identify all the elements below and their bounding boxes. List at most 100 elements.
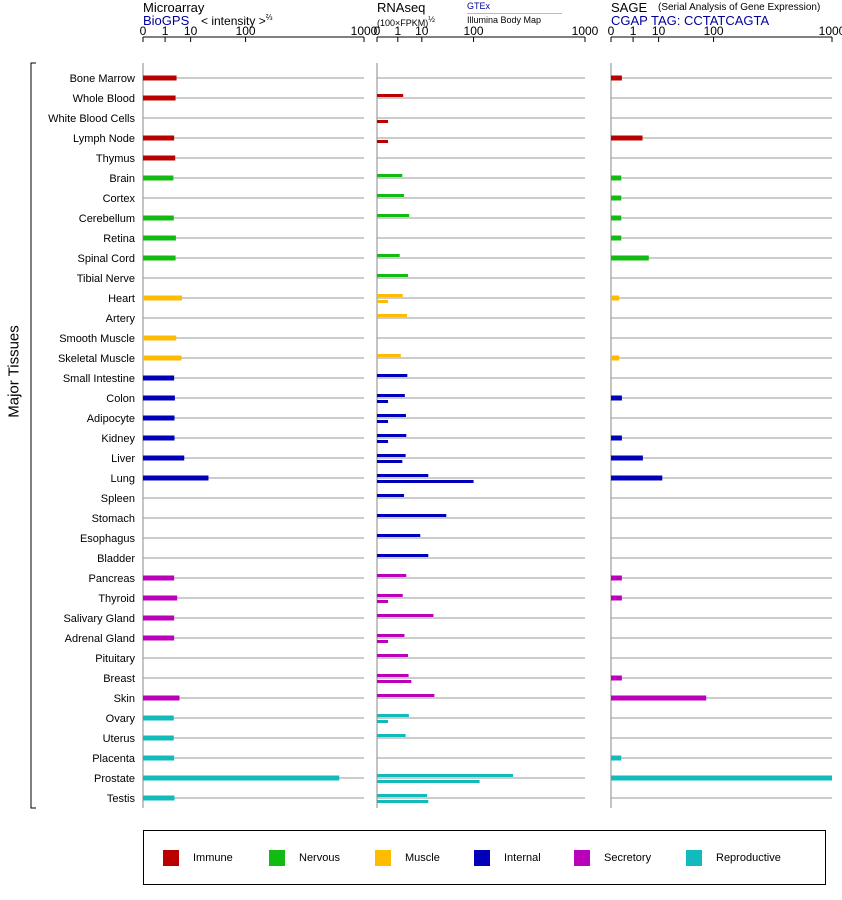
category-label-whole-blood: Whole Blood: [73, 93, 135, 105]
rnaseq-bar-s0-esophagus: [377, 534, 421, 537]
microarray-tick-label-1000: 1000: [351, 24, 378, 38]
microarray-bar-small-intestine: [143, 375, 175, 381]
sage-bar-retina: [611, 235, 622, 241]
category-label-stomach: Stomach: [92, 513, 135, 525]
fpkm-label: (100×FPKM)½: [377, 15, 435, 28]
microarray-bar-placenta: [143, 755, 175, 761]
sage-bar-kidney: [611, 435, 622, 441]
rnaseq-bar-s0-artery: [377, 314, 407, 317]
rnaseq-bar-s0-thyroid: [377, 594, 403, 597]
rnaseq-tick-label-100: 100: [464, 24, 484, 38]
legend-label-nervous: Nervous: [299, 852, 340, 864]
legend-label-muscle: Muscle: [405, 852, 440, 864]
microarray-bar-prostate: [143, 775, 340, 781]
microarray-bar-bone-marrow: [143, 75, 177, 81]
rnaseq-bar-s0-pancreas: [377, 574, 407, 577]
microarray-bar-skin: [143, 695, 180, 701]
rnaseq-bar-s0-tibial-nerve: [377, 274, 408, 277]
rnaseq-bar-s0-cerebellum: [377, 214, 410, 217]
microarray-bar-pancreas: [143, 575, 175, 581]
category-label-prostate: Prostate: [94, 773, 135, 785]
microarray-bar-brain: [143, 175, 174, 181]
y-axis-label: Major Tissues: [5, 325, 23, 418]
category-label-spinal-cord: Spinal Cord: [78, 253, 135, 265]
rnaseq-bar-s0-spleen: [377, 494, 405, 497]
rnaseq-bar-s0-heart: [377, 294, 403, 297]
rnaseq-bar-s0-testis: [377, 794, 428, 797]
microarray-tick-label-1: 1: [162, 24, 169, 38]
rnaseq-bar-s1-white-blood-cells: [377, 120, 389, 123]
rnaseq-bar-s0-adrenal-gland: [377, 634, 405, 637]
microarray-bar-ovary: [143, 715, 174, 721]
microarray-bar-heart: [143, 295, 183, 301]
legend: Immune Nervous Muscle Internal Secretory…: [143, 830, 826, 885]
category-label-skin: Skin: [114, 693, 135, 705]
category-label-brain: Brain: [109, 173, 135, 185]
rnaseq-bar-s0-salivary-gland: [377, 614, 434, 617]
rnaseq-bar-s1-kidney: [377, 440, 389, 443]
category-label-adipocyte: Adipocyte: [87, 413, 135, 425]
microarray-bar-lymph-node: [143, 135, 175, 141]
microarray-bar-skeletal-muscle: [143, 355, 182, 361]
sage-bar-skeletal-muscle: [611, 355, 620, 361]
rnaseq-bar-s1-heart: [377, 300, 389, 303]
microarray-bar-lung: [143, 475, 209, 481]
rnaseq-bar-s0-bladder: [377, 554, 429, 557]
microarray-bar-kidney: [143, 435, 175, 441]
rnaseq-bar-s0-spinal-cord: [377, 254, 400, 257]
rnaseq-bar-s0-liver: [377, 454, 406, 457]
rnaseq-bar-s0-skin: [377, 694, 435, 697]
sage-bar-pancreas: [611, 575, 622, 581]
cgap-tag-link[interactable]: CGAP TAG: CCTATCAGTA: [611, 13, 770, 28]
fpkm-power: ½: [428, 15, 435, 24]
legend-swatch-immune: [163, 850, 179, 866]
category-label-colon: Colon: [106, 393, 135, 405]
rnaseq-tick-label-1000: 1000: [572, 24, 599, 38]
microarray-tick-label-10: 10: [184, 24, 198, 38]
microarray-bar-adrenal-gland: [143, 635, 175, 641]
sage-tick-label-1000: 1000: [819, 24, 842, 38]
category-label-heart: Heart: [108, 293, 135, 305]
microarray-bar-testis: [143, 795, 175, 801]
rnaseq-tick-label-1: 1: [394, 24, 401, 38]
rnaseq-bar-s1-adrenal-gland: [377, 640, 389, 643]
category-label-spleen: Spleen: [101, 493, 135, 505]
y-axis-bracket: [30, 62, 36, 809]
sage-full-label: (Serial Analysis of Gene Expression): [658, 2, 821, 13]
rnaseq-bar-s0-small-intestine: [377, 374, 408, 377]
biogps-link[interactable]: BioGPS: [143, 13, 190, 28]
rnaseq-bar-s0-uterus: [377, 734, 406, 737]
microarray-bar-liver: [143, 455, 185, 461]
microarray-bar-whole-blood: [143, 95, 176, 101]
legend-swatch-secretory: [574, 850, 590, 866]
category-label-breast: Breast: [103, 673, 135, 685]
sage-tick-label-10: 10: [652, 24, 666, 38]
rnaseq-tick-label-10: 10: [415, 24, 429, 38]
sage-bar-lymph-node: [611, 135, 643, 141]
legend-swatch-reproductive: [686, 850, 702, 866]
gtex-link[interactable]: GTEx: [467, 1, 491, 11]
rnaseq-bar-s0-skeletal-muscle: [377, 354, 401, 357]
category-label-retina: Retina: [103, 233, 136, 245]
rnaseq-bar-s0-kidney: [377, 434, 407, 437]
category-label-ovary: Ovary: [106, 713, 136, 725]
rnaseq-bar-s0-stomach: [377, 514, 447, 517]
rnaseq-bar-s1-lung: [377, 480, 474, 483]
fpkm-text: (100×FPKM): [377, 18, 429, 28]
legend-swatch-nervous: [269, 850, 285, 866]
category-label-thymus: Thymus: [96, 153, 136, 165]
category-label-artery: Artery: [106, 313, 136, 325]
category-label-uterus: Uterus: [103, 733, 136, 745]
microarray-bar-adipocyte: [143, 415, 175, 421]
sage-bar-bone-marrow: [611, 75, 622, 81]
microarray-bar-uterus: [143, 735, 174, 741]
sage-bar-cerebellum: [611, 215, 622, 221]
rnaseq-bar-s1-thyroid: [377, 600, 389, 603]
microarray-title: Microarray: [143, 0, 205, 15]
category-label-cortex: Cortex: [103, 193, 136, 205]
intensity-power: ⅔: [265, 13, 273, 22]
category-label-esophagus: Esophagus: [80, 533, 136, 545]
microarray-bar-thyroid: [143, 595, 178, 601]
category-label-lymph-node: Lymph Node: [73, 133, 135, 145]
rnaseq-bar-s1-colon: [377, 400, 389, 403]
